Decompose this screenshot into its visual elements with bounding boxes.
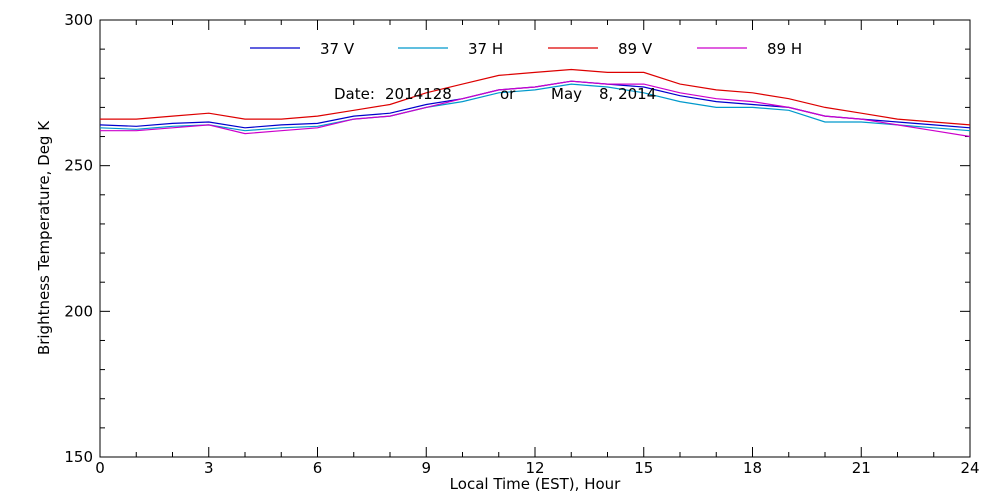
date-code: 2014128 bbox=[385, 85, 452, 103]
x-tick-label: 18 bbox=[743, 459, 762, 477]
x-tick-label: 0 bbox=[95, 459, 105, 477]
x-tick-label: 6 bbox=[313, 459, 323, 477]
legend-label: 37 V bbox=[320, 40, 355, 58]
date-prefix: Date: bbox=[334, 85, 375, 103]
x-tick-label: 21 bbox=[852, 459, 871, 477]
legend: 37 V 37 H 89 V 89 H bbox=[250, 40, 802, 58]
date-connector: or bbox=[500, 85, 516, 103]
series-line bbox=[100, 80, 971, 138]
axis-ticks: 0 3 6 9 12 15 18 21 24 150 200 250 300 bbox=[64, 11, 979, 477]
series-lines bbox=[99, 68, 971, 138]
legend-label: 37 H bbox=[468, 40, 503, 58]
x-tick-label: 9 bbox=[421, 459, 431, 477]
y-tick-label: 300 bbox=[64, 11, 93, 29]
x-tick-label: 3 bbox=[204, 459, 214, 477]
series-line bbox=[99, 83, 971, 132]
date-day-year: 8, 2014 bbox=[599, 85, 656, 103]
x-tick-label: 24 bbox=[960, 459, 979, 477]
date-month: May bbox=[551, 85, 582, 103]
plot-frame bbox=[99, 19, 971, 458]
legend-label: 89 H bbox=[767, 40, 802, 58]
y-tick-label: 250 bbox=[64, 157, 93, 175]
x-tick-label: 15 bbox=[634, 459, 653, 477]
y-axis-title: Brightness Temperature, Deg K bbox=[35, 120, 53, 355]
x-axis-title: Local Time (EST), Hour bbox=[450, 475, 621, 493]
x-tick-label: 12 bbox=[525, 459, 544, 477]
y-tick-label: 200 bbox=[64, 302, 93, 320]
series-line bbox=[99, 80, 971, 129]
legend-label: 89 V bbox=[618, 40, 653, 58]
series-line bbox=[100, 68, 971, 126]
y-tick-label: 150 bbox=[64, 448, 93, 466]
